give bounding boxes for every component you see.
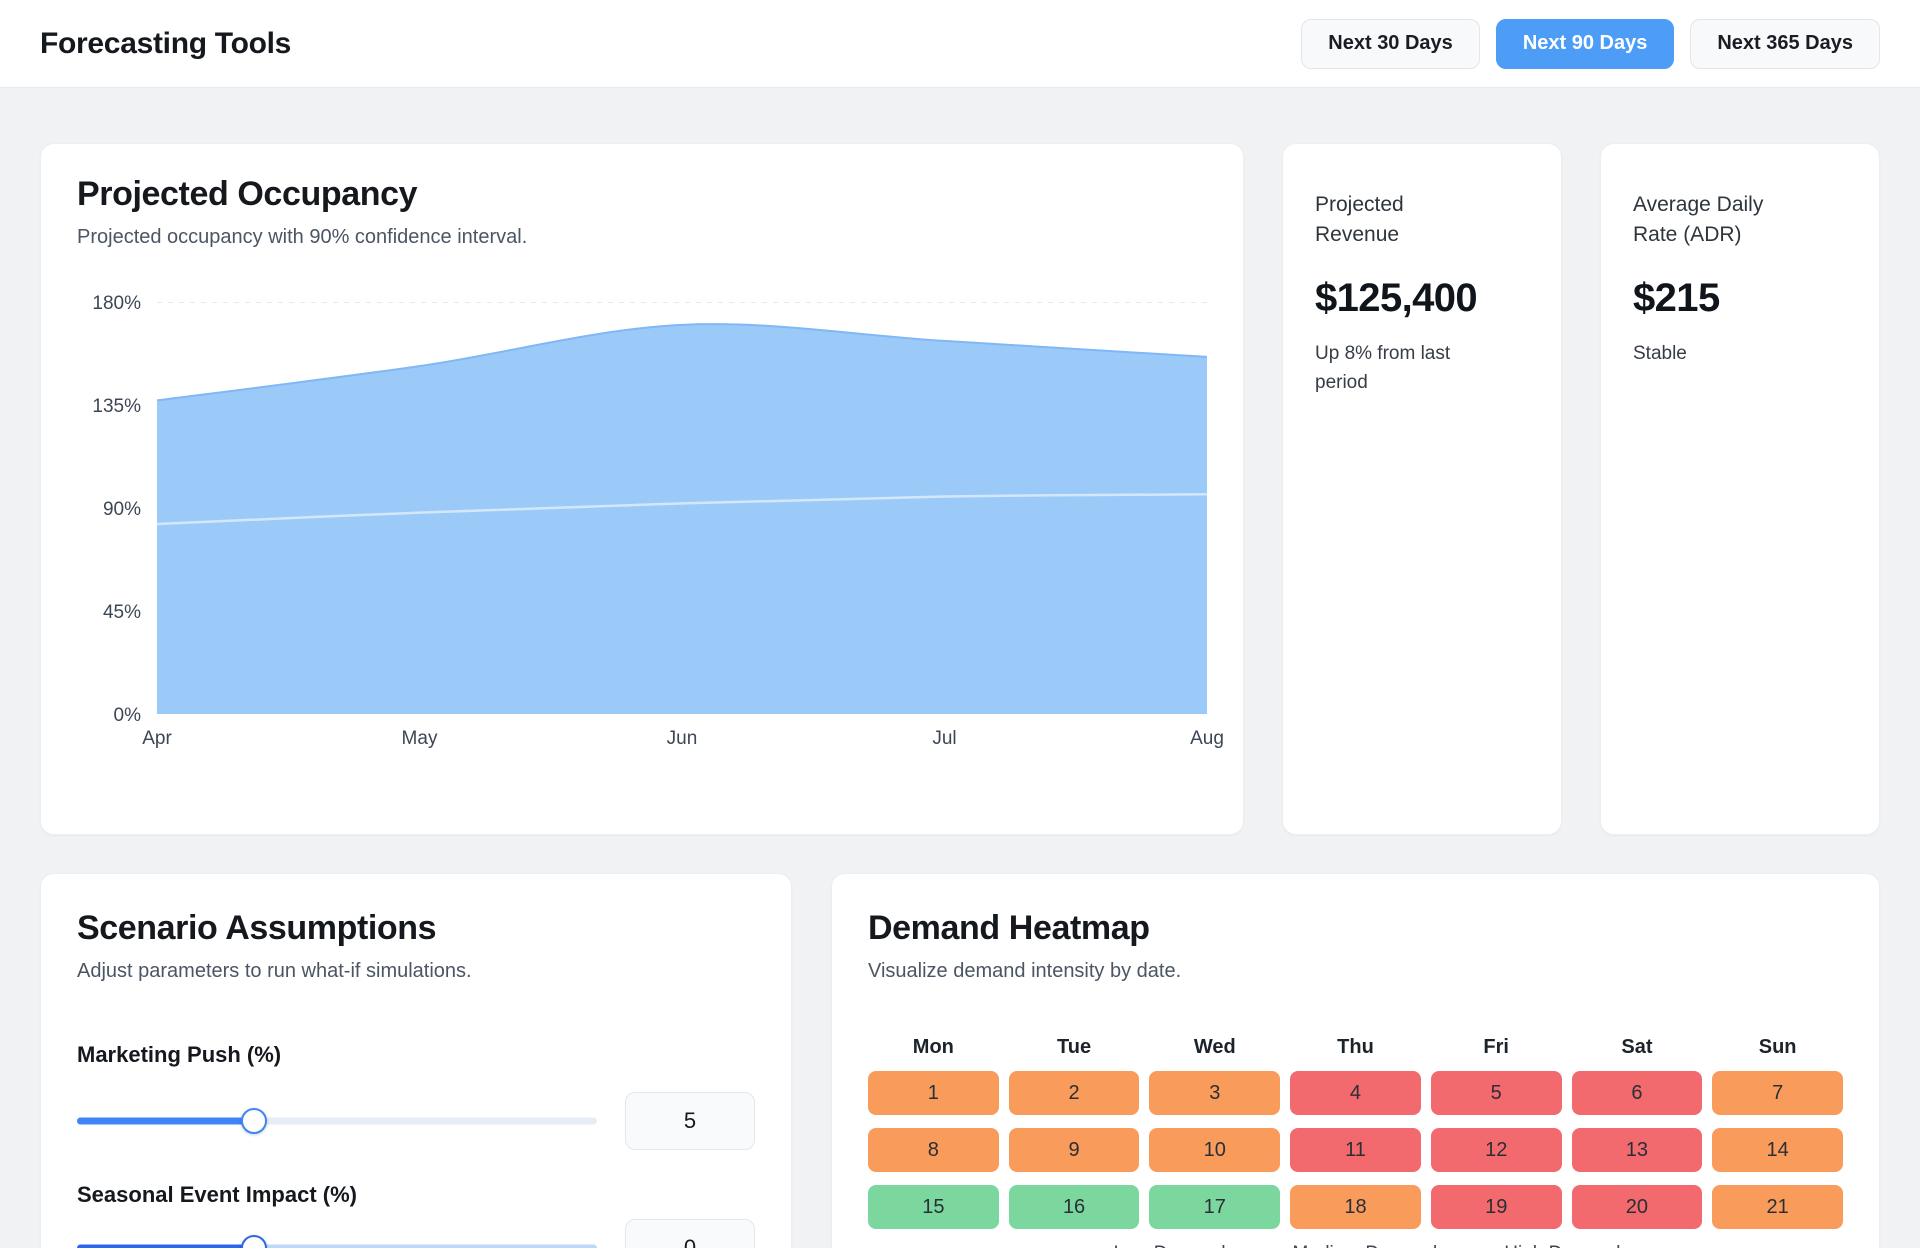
y-tick-label: 180% bbox=[92, 292, 141, 314]
heatmap-grid: 1 2 3 4 5 6 7 8 9 10 11 12 13 14 15 16 17 18 19 20 21 bbox=[868, 1071, 1843, 1229]
slider-row: 0 bbox=[77, 1219, 755, 1248]
heatmap-cell-day-15[interactable]: 15 bbox=[868, 1185, 999, 1229]
plot-area: Apr May Jun Jul Aug bbox=[142, 302, 1224, 766]
projected-occupancy-card: Projected Occupancy Projected occupancy … bbox=[40, 143, 1244, 835]
y-axis-labels: 0% 45% 90% 135% 180% bbox=[77, 293, 141, 726]
range-next-90-days-button[interactable]: Next 90 Days bbox=[1495, 18, 1675, 69]
area-top-edge bbox=[157, 323, 1207, 402]
slider-thumb[interactable] bbox=[240, 1108, 267, 1134]
slider-row: 5 bbox=[77, 1092, 755, 1150]
heatmap-cell-day-5[interactable]: 5 bbox=[1430, 1071, 1562, 1115]
heatmap-cell-day-11[interactable]: 11 bbox=[1290, 1128, 1421, 1172]
slider-track[interactable] bbox=[77, 1117, 597, 1125]
heatmap-cell-day-19[interactable]: 19 bbox=[1430, 1185, 1562, 1229]
heatmap-card-subtitle: Visualize demand intensity by date. bbox=[868, 960, 1182, 982]
occupancy-chart: 0% 45% 90% 135% 180% Apr May Jun Jul Aug bbox=[77, 293, 1224, 766]
scenario-card-title: Scenario Assumptions bbox=[77, 909, 437, 947]
heatmap-cell-day-21[interactable]: 21 bbox=[1712, 1185, 1843, 1229]
seasonal-event-impact-group: Seasonal Event Impact (%) 0 bbox=[77, 1182, 755, 1248]
heatmap-cell-day-17[interactable]: 17 bbox=[1149, 1185, 1281, 1229]
x-tick-label: Aug bbox=[1190, 728, 1224, 749]
slider-fill bbox=[77, 1244, 254, 1248]
heatmap-day-header: Tue bbox=[1057, 1036, 1092, 1058]
marketing-push-group: Marketing Push (%) 5 bbox=[77, 1042, 755, 1150]
slider-thumb[interactable] bbox=[240, 1235, 267, 1248]
heatmap-day-headers: Mon Tue Wed Thu Fri Sat Sun bbox=[868, 1036, 1843, 1059]
heatmap-cell-day-14[interactable]: 14 bbox=[1712, 1128, 1843, 1172]
heatmap-cell-day-4[interactable]: 4 bbox=[1290, 1071, 1421, 1115]
x-tick-label: Jul bbox=[932, 728, 957, 749]
x-axis-labels: Apr May Jun Jul Aug bbox=[142, 726, 1224, 766]
marketing-push-slider[interactable] bbox=[77, 1108, 597, 1134]
page-title: Forecasting Tools bbox=[40, 26, 292, 60]
heatmap-cell-day-12[interactable]: 12 bbox=[1430, 1128, 1562, 1172]
occupancy-area-chart bbox=[157, 302, 1207, 714]
heatmap-legend: Low Demand Medium Demand High Demand bbox=[868, 1243, 1843, 1248]
heatmap-card-title: Demand Heatmap bbox=[868, 909, 1150, 947]
stat-value: $215 bbox=[1633, 276, 1720, 320]
heatmap-cell-day-3[interactable]: 3 bbox=[1149, 1071, 1281, 1115]
occupancy-card-title: Projected Occupancy bbox=[77, 175, 418, 213]
main-content: Projected Occupancy Projected occupancy … bbox=[0, 88, 1920, 1248]
app-header: Forecasting Tools Next 30 Days Next 90 D… bbox=[0, 0, 1920, 88]
slider-label: Marketing Push (%) bbox=[77, 1042, 282, 1067]
y-tick-label: 0% bbox=[113, 704, 141, 726]
legend-item-low-demand: Low Demand bbox=[1090, 1243, 1226, 1248]
forecast-line bbox=[157, 493, 1207, 526]
stat-note: Stable bbox=[1633, 343, 1687, 364]
x-tick-label: May bbox=[401, 728, 438, 749]
marketing-push-value[interactable]: 5 bbox=[625, 1092, 755, 1150]
legend-label: High Demand bbox=[1504, 1243, 1620, 1248]
stat-label: Projected Revenue bbox=[1315, 193, 1404, 246]
stat-projected-revenue-card: Projected Revenue $125,400 Up 8% from la… bbox=[1282, 143, 1562, 835]
scenario-card-subtitle: Adjust parameters to run what-if simulat… bbox=[77, 960, 472, 982]
heatmap-day-header: Fri bbox=[1483, 1036, 1509, 1058]
top-row: Projected Occupancy Projected occupancy … bbox=[40, 143, 1880, 835]
x-tick-label: Jun bbox=[666, 728, 698, 749]
heatmap-cell-day-6[interactable]: 6 bbox=[1571, 1071, 1703, 1115]
stat-value: $125,400 bbox=[1315, 276, 1478, 320]
heatmap-cell-day-16[interactable]: 16 bbox=[1008, 1185, 1140, 1229]
demand-heatmap-card: Demand Heatmap Visualize demand intensit… bbox=[831, 873, 1880, 1248]
heatmap-cell-day-8[interactable]: 8 bbox=[868, 1128, 999, 1172]
slider-label: Seasonal Event Impact (%) bbox=[77, 1182, 357, 1207]
bottom-row: Scenario Assumptions Adjust parameters t… bbox=[40, 873, 1880, 1248]
heatmap-day-header: Thu bbox=[1337, 1036, 1374, 1058]
seasonal-event-impact-value[interactable]: 0 bbox=[625, 1219, 755, 1248]
y-tick-label: 90% bbox=[102, 498, 141, 520]
x-tick-label: Apr bbox=[142, 728, 172, 749]
legend-item-medium-demand: Medium Demand bbox=[1269, 1243, 1438, 1248]
heatmap-cell-day-20[interactable]: 20 bbox=[1571, 1185, 1703, 1229]
legend-label: Medium Demand bbox=[1293, 1243, 1438, 1248]
heatmap-cell-day-10[interactable]: 10 bbox=[1149, 1128, 1281, 1172]
heatmap-cell-day-9[interactable]: 9 bbox=[1008, 1128, 1140, 1172]
heatmap-cell-day-13[interactable]: 13 bbox=[1571, 1128, 1703, 1172]
heatmap-cell-day-7[interactable]: 7 bbox=[1712, 1071, 1843, 1115]
slider-fill bbox=[77, 1117, 254, 1125]
range-next-30-days-button[interactable]: Next 30 Days bbox=[1301, 18, 1480, 69]
heatmap-day-header: Wed bbox=[1193, 1036, 1236, 1058]
stat-note: Up 8% from last period bbox=[1315, 343, 1451, 393]
heatmap-day-header: Sat bbox=[1621, 1036, 1653, 1058]
heatmap-day-header: Sun bbox=[1758, 1036, 1797, 1058]
confidence-area bbox=[157, 324, 1207, 714]
slider-track[interactable] bbox=[77, 1244, 597, 1248]
forecast-range-buttons: Next 30 Days Next 90 Days Next 365 Days bbox=[1301, 18, 1880, 69]
heatmap-cell-day-1[interactable]: 1 bbox=[868, 1071, 999, 1115]
legend-item-high-demand: High Demand bbox=[1481, 1243, 1620, 1248]
range-next-365-days-button[interactable]: Next 365 Days bbox=[1690, 18, 1880, 69]
stat-average-daily-rate-card: Average Daily Rate (ADR) $215 Stable bbox=[1600, 143, 1880, 835]
heatmap-day-header: Mon bbox=[912, 1036, 954, 1058]
y-tick-label: 45% bbox=[102, 601, 141, 623]
stat-label: Average Daily Rate (ADR) bbox=[1633, 193, 1764, 246]
scenario-assumptions-card: Scenario Assumptions Adjust parameters t… bbox=[40, 873, 792, 1248]
heatmap-cell-day-2[interactable]: 2 bbox=[1008, 1071, 1140, 1115]
occupancy-card-subtitle: Projected occupancy with 90% confidence … bbox=[77, 226, 528, 248]
y-tick-label: 135% bbox=[92, 395, 141, 417]
seasonal-event-impact-slider[interactable] bbox=[77, 1235, 597, 1248]
heatmap-cell-day-18[interactable]: 18 bbox=[1290, 1185, 1421, 1229]
legend-label: Low Demand bbox=[1114, 1243, 1226, 1248]
